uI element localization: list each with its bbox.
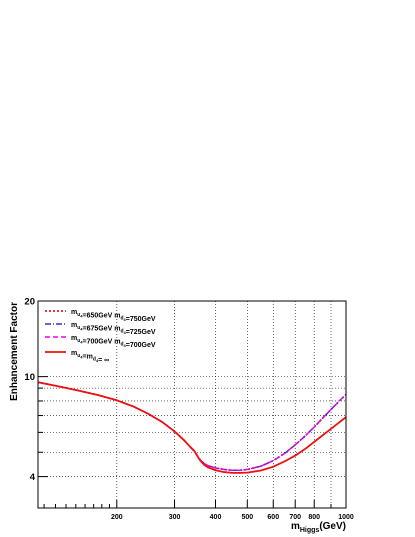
plot-frame [37,300,347,509]
grid-lines [38,301,346,508]
legend-label-1: mu4=650GeV md4=750GeV [71,309,156,323]
y-axis-title: Enhancement Factor [9,302,20,401]
x-tick-label: 1000 [338,514,354,521]
y-tick-label: 20 [24,297,35,308]
y-tick-label: 10 [24,372,35,383]
legend-label-3: mu4=700GeV md4=700GeV [71,335,156,349]
x-tick-label: 800 [308,514,320,521]
x-tick-label: 500 [241,514,253,521]
x-tick-label: 700 [289,514,301,521]
x-tick-label: 600 [267,514,279,521]
x-tick-label: 400 [210,514,222,521]
legend-label-4: mu4=md4= ∞ [71,350,109,364]
x-axis-title: mHiggs(GeV) [291,521,346,534]
legend-label-2: mu4=675GeV md4=725GeV [71,322,156,336]
x-tick-label: 300 [169,514,181,521]
x-tick-label: 200 [111,514,123,521]
series-line-2 [37,381,347,471]
series-line-4 [37,381,347,474]
x-axis-title-sub: Higgs [300,527,320,534]
axis-ticks: 200 300 400 500 600 700 800 1000 4 10 20 [24,297,353,522]
series-line-1 [37,381,347,472]
series-lines [37,381,347,474]
series-line-3 [37,381,347,471]
y-tick-label: 4 [30,472,36,483]
x-axis-title-main: m [291,521,300,532]
x-axis-title-unit: (GeV) [319,521,346,532]
